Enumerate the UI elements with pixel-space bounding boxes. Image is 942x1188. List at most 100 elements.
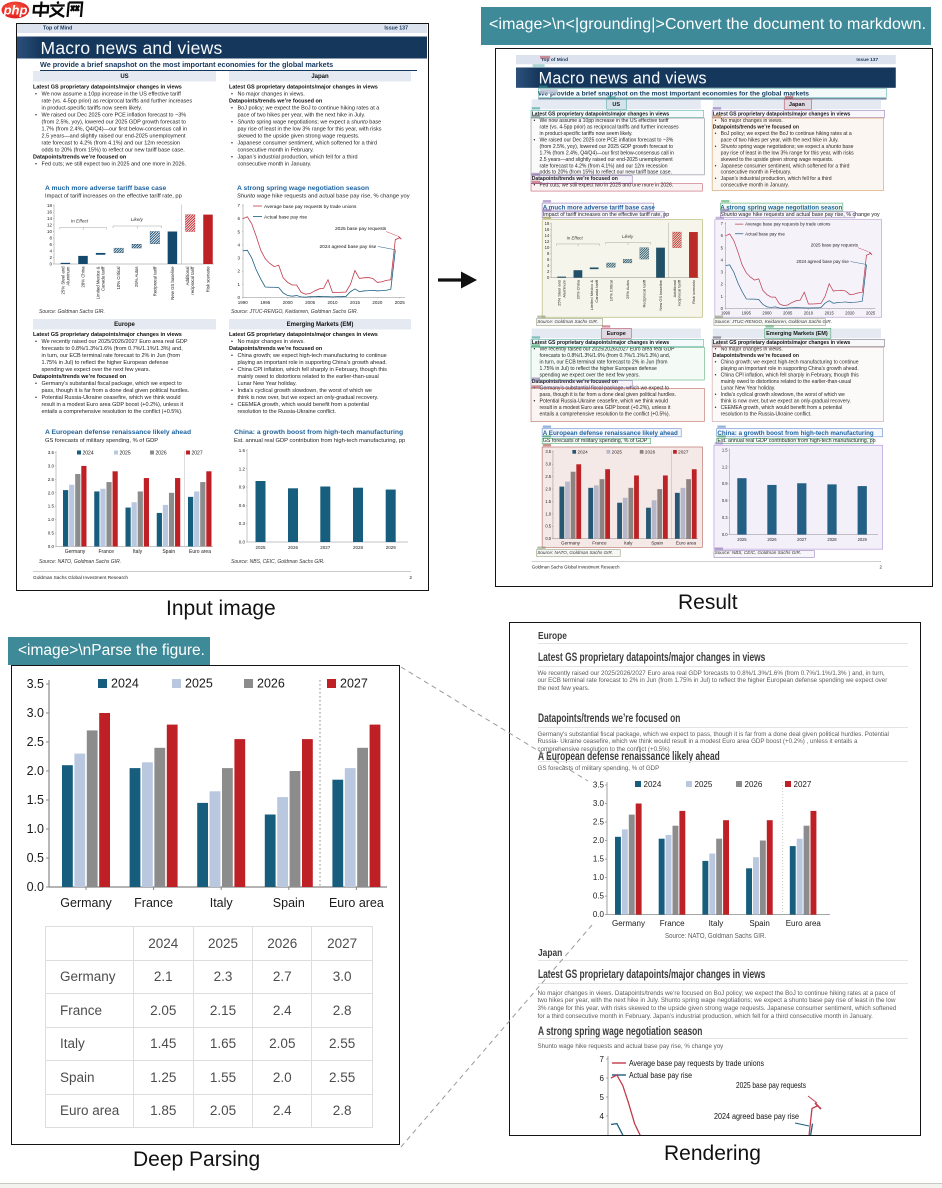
svg-text:3.5: 3.5 <box>592 780 604 789</box>
svg-text:2: 2 <box>237 268 240 273</box>
svg-text:3.5: 3.5 <box>47 450 54 455</box>
svg-text:2028: 2028 <box>352 545 363 550</box>
svg-text:18: 18 <box>46 203 52 208</box>
svg-text:Reciprocal tariff: Reciprocal tariff <box>641 279 646 307</box>
svg-text:4: 4 <box>237 242 240 247</box>
svg-text:2028: 2028 <box>827 537 837 542</box>
svg-text:3: 3 <box>720 269 723 274</box>
svg-text:Italy: Italy <box>624 540 633 545</box>
svg-text:France: France <box>98 549 114 555</box>
svg-text:0.5: 0.5 <box>592 891 604 900</box>
svg-text:0.5: 0.5 <box>545 523 551 528</box>
svg-text:8: 8 <box>546 251 549 256</box>
svg-text:2027: 2027 <box>678 449 689 454</box>
svg-text:2010: 2010 <box>803 310 813 315</box>
svg-text:2027: 2027 <box>797 537 807 542</box>
svg-text:2025: 2025 <box>185 677 213 691</box>
svg-text:In Effect: In Effect <box>70 218 88 224</box>
svg-text:Italy: Italy <box>132 549 142 555</box>
svg-text:Italy: Italy <box>708 919 723 928</box>
svg-text:2026: 2026 <box>767 537 777 542</box>
svg-text:Spain: Spain <box>162 549 175 555</box>
svg-text:6: 6 <box>599 1074 604 1083</box>
svg-text:2024: 2024 <box>111 677 139 691</box>
svg-text:2.0: 2.0 <box>592 836 604 845</box>
svg-text:Aluminum: Aluminum <box>561 279 566 297</box>
svg-text:0: 0 <box>49 261 52 266</box>
svg-text:0: 0 <box>546 275 549 280</box>
svg-text:3.0: 3.0 <box>27 706 44 720</box>
svg-text:Actual base pay rise: Actual base pay rise <box>629 1071 692 1080</box>
svg-text:7: 7 <box>720 221 723 226</box>
svg-text:2015: 2015 <box>824 310 834 315</box>
svg-text:2024: 2024 <box>82 450 93 456</box>
svg-text:Italy: Italy <box>210 896 234 910</box>
svg-text:2025 base pay requests: 2025 base pay requests <box>736 1081 806 1090</box>
svg-text:2025: 2025 <box>694 780 712 789</box>
svg-text:5: 5 <box>599 1093 604 1102</box>
svg-text:2.5: 2.5 <box>27 735 44 749</box>
svg-text:1.5: 1.5 <box>27 793 44 807</box>
svg-text:1: 1 <box>237 281 240 286</box>
svg-text:2025 base pay requests: 2025 base pay requests <box>335 226 387 232</box>
svg-text:Germany: Germany <box>612 919 645 928</box>
svg-text:12: 12 <box>46 222 52 227</box>
svg-text:Spain: Spain <box>273 896 305 910</box>
svg-text:4: 4 <box>546 263 549 268</box>
svg-text:New GS baseline: New GS baseline <box>657 279 662 310</box>
svg-text:2027: 2027 <box>340 677 368 691</box>
svg-text:6: 6 <box>49 242 52 247</box>
svg-text:Euro area: Euro area <box>329 896 384 910</box>
svg-text:0.6: 0.6 <box>238 502 245 507</box>
svg-text:Risk scenario: Risk scenario <box>205 265 210 291</box>
svg-text:0.5: 0.5 <box>27 851 44 865</box>
svg-text:25% Steel and: 25% Steel and <box>556 279 561 305</box>
svg-text:2.0: 2.0 <box>545 486 551 491</box>
svg-text:14: 14 <box>544 233 549 238</box>
svg-text:7: 7 <box>599 1055 604 1064</box>
svg-text:2026: 2026 <box>287 545 298 550</box>
svg-text:18: 18 <box>544 221 549 226</box>
svg-text:2005: 2005 <box>305 300 316 305</box>
svg-text:0.6: 0.6 <box>721 498 727 503</box>
svg-text:1995: 1995 <box>260 300 271 305</box>
svg-text:Additional: Additional <box>185 266 190 285</box>
svg-text:Actual base pay rise: Actual base pay rise <box>745 231 785 236</box>
svg-text:2029: 2029 <box>385 545 396 550</box>
svg-text:4: 4 <box>49 248 52 253</box>
svg-text:0.9: 0.9 <box>721 481 727 486</box>
svg-text:2025: 2025 <box>611 449 622 454</box>
svg-text:25% Steel and: 25% Steel and <box>60 265 65 294</box>
svg-text:3.0: 3.0 <box>545 461 551 466</box>
svg-text:2025: 2025 <box>866 310 876 315</box>
svg-text:2000: 2000 <box>282 300 293 305</box>
svg-text:20% China: 20% China <box>80 265 85 287</box>
svg-text:1.0: 1.0 <box>47 517 54 522</box>
svg-text:1.0: 1.0 <box>592 873 604 882</box>
svg-text:0.0: 0.0 <box>592 910 604 919</box>
svg-text:5: 5 <box>237 229 240 234</box>
svg-text:0.9: 0.9 <box>238 484 245 489</box>
svg-text:2020: 2020 <box>845 310 855 315</box>
svg-text:2025 base pay requests: 2025 base pay requests <box>810 242 858 247</box>
svg-text:Likely: Likely <box>622 233 634 238</box>
svg-text:5: 5 <box>720 245 723 250</box>
svg-text:2026: 2026 <box>155 450 166 456</box>
svg-text:8: 8 <box>49 235 52 240</box>
svg-text:3.0: 3.0 <box>47 463 54 468</box>
svg-text:1995: 1995 <box>741 310 751 315</box>
svg-text:Germany: Germany <box>60 896 112 910</box>
svg-text:20% China: 20% China <box>575 279 580 299</box>
svg-text:2.5: 2.5 <box>592 817 604 826</box>
svg-text:2: 2 <box>720 281 723 286</box>
svg-text:0.3: 0.3 <box>721 515 727 520</box>
svg-text:Reciprocal tariff: Reciprocal tariff <box>152 265 157 296</box>
svg-text:2026: 2026 <box>257 677 285 691</box>
svg-text:6: 6 <box>546 257 549 262</box>
svg-text:0.0: 0.0 <box>238 539 245 544</box>
svg-text:2025: 2025 <box>119 450 130 456</box>
svg-text:1: 1 <box>720 293 723 298</box>
svg-text:Aluminum: Aluminum <box>65 266 70 286</box>
svg-text:16: 16 <box>544 227 549 232</box>
svg-text:2: 2 <box>49 255 52 260</box>
